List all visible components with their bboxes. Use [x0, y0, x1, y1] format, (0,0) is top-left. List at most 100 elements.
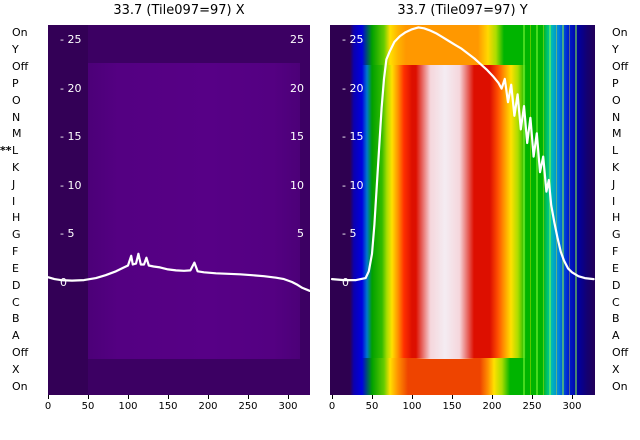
x-tick-mark: [288, 395, 289, 399]
x-tick-label: 50: [365, 401, 379, 412]
row-label: A: [12, 329, 20, 343]
x-tick-label: 250: [238, 401, 258, 412]
value-tick-label: 5: [297, 227, 304, 241]
row-label: F: [612, 245, 619, 259]
value-tick-label: 0: [342, 276, 349, 289]
heatmap-x-inner-region: [88, 63, 300, 359]
row-label: G: [612, 228, 621, 242]
x-tick-mark: [492, 395, 493, 399]
row-label: D: [12, 278, 21, 292]
row-label: D: [612, 278, 621, 292]
value-tick-label: 15: [290, 130, 304, 144]
row-label: M: [612, 127, 622, 141]
x-tick-label: 300: [562, 401, 582, 412]
x-tick-mark: [332, 395, 333, 399]
row-label: X: [12, 362, 20, 376]
white-trace-line: [330, 26, 595, 282]
row-label: C: [612, 295, 620, 309]
row-label: L: [612, 144, 619, 158]
row-labels-right: On Y Off P O N M L K J I H G F E D C B A Off X On: [610, 25, 640, 395]
row-label: A: [612, 329, 620, 343]
row-label: J: [12, 177, 16, 191]
value-tick-label: 0: [60, 276, 67, 289]
row-label: H: [612, 211, 621, 225]
row-label: H: [12, 211, 21, 225]
row-label: K: [12, 160, 20, 174]
x-tick-label: 150: [158, 401, 178, 412]
row-label: Off: [612, 345, 629, 359]
x-tick-label: 200: [198, 401, 218, 412]
x-tick-mark: [372, 395, 373, 399]
row-label: E: [12, 261, 19, 275]
row-label: Y: [612, 43, 619, 57]
row-label: M: [12, 127, 22, 141]
x-tick-label: 300: [278, 401, 298, 412]
row-label: X: [612, 362, 620, 376]
x-tick-mark: [412, 395, 413, 399]
heatmap-y-green-stripes: [518, 25, 580, 395]
x-tick-label: 200: [482, 401, 502, 412]
row-label: On: [12, 379, 28, 393]
value-tick-label: - 15: [342, 130, 364, 144]
row-label: Y: [12, 43, 19, 57]
plot-y-trace: [330, 26, 595, 282]
x-tick-mark: [88, 395, 89, 399]
row-labels-left: On Y Off P O N M L K J I H G F E D C B A Off X On **: [0, 25, 32, 395]
row-label: On: [612, 379, 628, 393]
plot-y-xaxis: 0 50 100 150 200 250 300: [329, 395, 595, 417]
row-label: I: [612, 194, 616, 208]
x-tick-mark: [128, 395, 129, 399]
plot-y-heatmap: - 25 - 20 - 15 - 10 - 5 0: [330, 25, 595, 395]
x-tick-label: 100: [402, 401, 422, 412]
row-label: L: [12, 144, 19, 158]
value-tick-label: - 10: [342, 178, 364, 192]
row-label: Off: [12, 345, 29, 359]
value-tick-label: - 5: [60, 227, 75, 241]
plot-x-title: 33.7 (Tile097=97) X: [113, 3, 245, 18]
x-tick-label: 150: [442, 401, 462, 412]
plot-x-heatmap: - 25 25 - 20 20 - 15 15 - 10 10 - 5 5 0: [48, 25, 310, 395]
row-label: I: [12, 194, 16, 208]
plot-y-title: 33.7 (Tile097=97) Y: [397, 3, 528, 18]
value-tick-label: - 10: [60, 178, 82, 192]
row-label: C: [12, 295, 20, 309]
x-tick-mark: [572, 395, 573, 399]
row-label: G: [12, 228, 21, 242]
row-label: Off: [612, 60, 629, 74]
x-tick-mark: [208, 395, 209, 399]
value-tick-label: - 20: [342, 81, 364, 95]
value-tick-label: 20: [290, 81, 304, 95]
row-label: B: [12, 312, 20, 326]
row-label: N: [612, 110, 621, 124]
plot-x-trace: [48, 252, 310, 292]
x-tick-label: 0: [44, 401, 52, 412]
x-tick-mark: [168, 395, 169, 399]
row-label: F: [12, 245, 19, 259]
value-tick-label: 10: [290, 178, 304, 192]
value-tick-label: - 25: [342, 33, 364, 46]
row-label: P: [612, 76, 619, 90]
value-tick-label: - 25: [60, 33, 82, 46]
heatmap-y-white-core: [416, 65, 474, 359]
value-tick-label: - 20: [60, 81, 82, 95]
row-label: Off: [12, 60, 29, 74]
x-tick-mark: [452, 395, 453, 399]
row-label: N: [12, 110, 21, 124]
row-marker: **: [0, 144, 12, 158]
row-label: B: [612, 312, 620, 326]
white-trace-line: [48, 252, 310, 292]
row-label: O: [612, 93, 621, 107]
x-tick-mark: [248, 395, 249, 399]
row-label: E: [612, 261, 619, 275]
x-tick-label: 100: [118, 401, 138, 412]
x-tick-mark: [48, 395, 49, 399]
heatmap-x-left-band: [48, 25, 88, 395]
x-tick-label: 0: [328, 401, 336, 412]
x-tick-label: 50: [81, 401, 95, 412]
row-label: O: [12, 93, 21, 107]
row-label: On: [12, 26, 28, 40]
row-label: On: [612, 26, 628, 40]
value-tick-label: - 15: [60, 130, 82, 144]
row-label: P: [12, 76, 19, 90]
